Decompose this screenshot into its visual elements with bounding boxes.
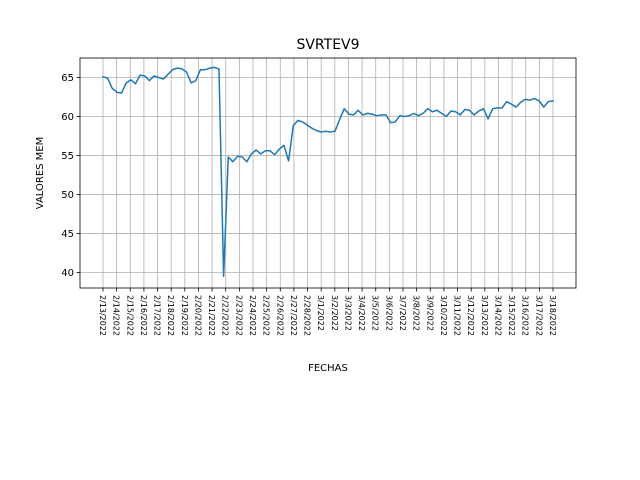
y-tick-label: 55: [61, 151, 74, 162]
x-tick-label: 3/18/2022: [548, 295, 557, 336]
x-axis-ticks: 2/13/2022 2/14/2022 2/15/2022 2/16/2022 2/17…: [98, 288, 557, 336]
x-tick-label: 2/14/2022: [112, 295, 121, 336]
x-tick-label: 3/4/2022: [357, 295, 366, 331]
x-tick-label: 3/2/2022: [330, 295, 339, 331]
chart-title: SVRTEV9: [296, 37, 359, 53]
x-tick-label: 2/21/2022: [207, 295, 216, 336]
x-tick-label: 2/17/2022: [153, 295, 162, 336]
x-tick-label: 2/15/2022: [125, 295, 134, 336]
x-tick-label: 3/15/2022: [507, 295, 516, 336]
x-tick-label: 3/10/2022: [439, 295, 448, 336]
x-tick-label: 2/27/2022: [289, 295, 298, 336]
x-tick-label: 3/14/2022: [493, 295, 502, 336]
x-tick-label: 3/5/2022: [371, 295, 380, 331]
x-tick-label: 3/6/2022: [384, 295, 393, 331]
y-tick-label: 65: [61, 73, 74, 84]
x-tick-label: 2/19/2022: [180, 295, 189, 336]
x-tick-label: 3/3/2022: [343, 295, 352, 331]
x-tick-label: 2/28/2022: [303, 295, 312, 336]
x-tick-label: 2/20/2022: [193, 295, 202, 336]
x-tick-label: 2/13/2022: [98, 295, 107, 336]
x-tick-label: 3/17/2022: [534, 295, 543, 336]
x-tick-label: 3/11/2022: [453, 295, 462, 336]
x-tick-label: 2/24/2022: [248, 295, 257, 336]
y-tick-label: 60: [61, 112, 74, 123]
y-tick-label: 50: [61, 190, 74, 201]
x-tick-label: 3/7/2022: [398, 295, 407, 331]
x-tick-label: 2/23/2022: [234, 295, 243, 336]
y-tick-label: 40: [61, 268, 74, 279]
y-tick-label: 45: [61, 229, 74, 240]
x-tick-label: 3/12/2022: [466, 295, 475, 336]
y-axis-label: VALORES MEM: [35, 137, 46, 210]
x-tick-label: 2/26/2022: [275, 295, 284, 336]
series-layer: [102, 66, 554, 278]
x-tick-label: 3/16/2022: [521, 295, 530, 336]
grid-lines: [80, 58, 576, 288]
x-tick-label: 3/9/2022: [425, 295, 434, 331]
x-axis-label: FECHAS: [308, 363, 348, 374]
x-tick-label: 3/8/2022: [412, 295, 421, 331]
x-tick-label: 3/1/2022: [316, 295, 325, 331]
x-tick-label: 2/18/2022: [166, 295, 175, 336]
x-tick-label: 2/16/2022: [139, 295, 148, 336]
series-line-0: [102, 66, 554, 278]
x-tick-label: 2/25/2022: [262, 295, 271, 336]
y-axis-ticks: 40 45 50 55 60 65: [61, 73, 80, 279]
x-tick-label: 2/22/2022: [221, 295, 230, 336]
plot-frame: [79, 57, 577, 289]
x-tick-label: 3/13/2022: [480, 295, 489, 336]
